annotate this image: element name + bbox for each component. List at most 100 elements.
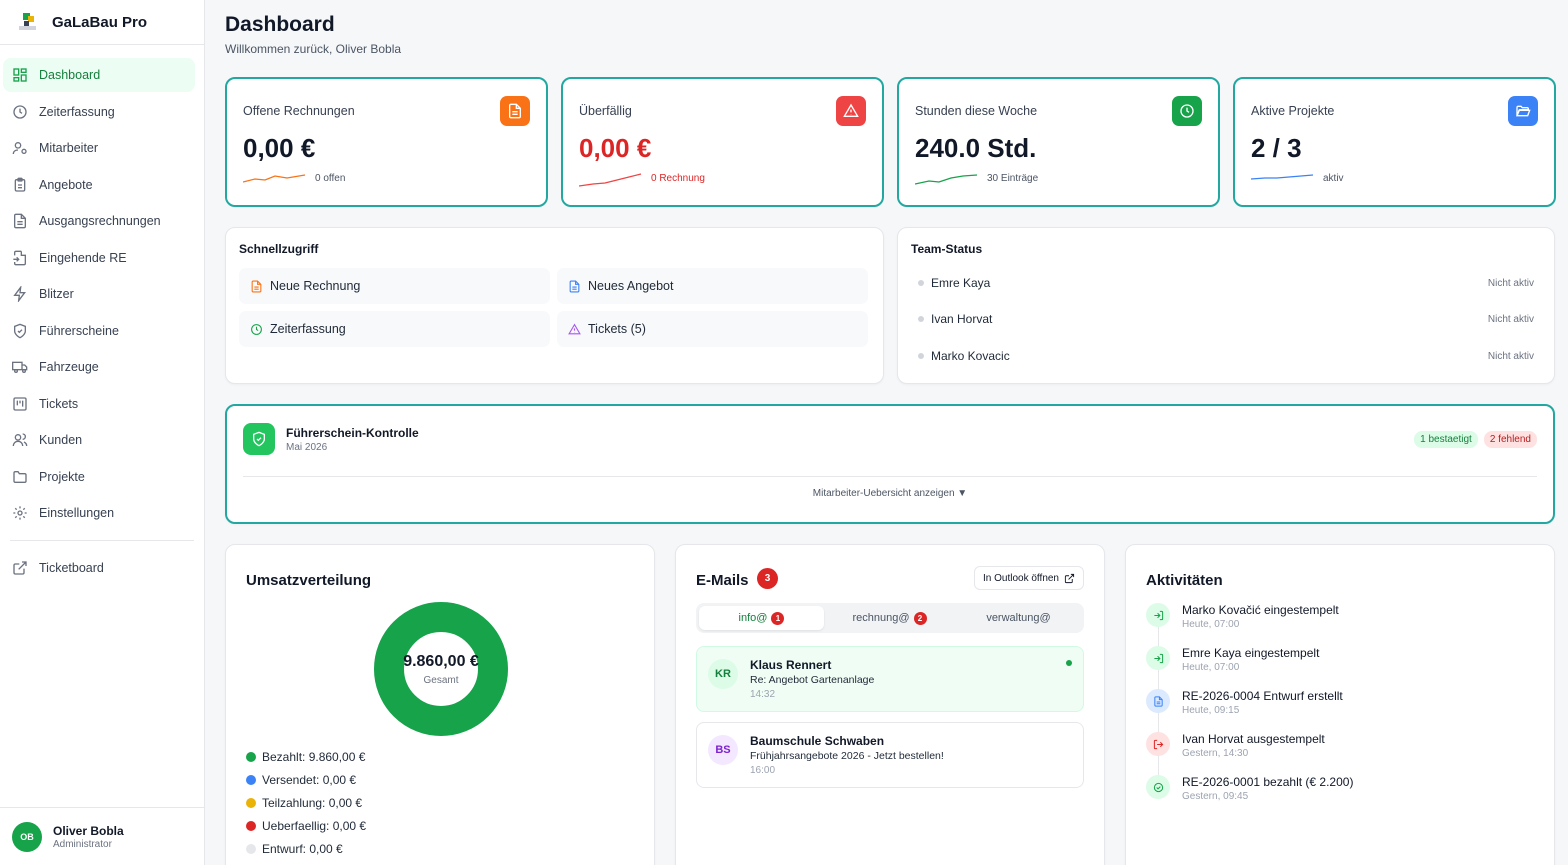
sidebar-item-fuehrerscheine[interactable]: Führerscheine (3, 314, 195, 348)
settings-icon (13, 506, 27, 520)
clipboard-icon (14, 177, 26, 192)
log-out-icon (1146, 732, 1170, 756)
stat-note: 30 Einträge (987, 173, 1039, 184)
sidebar-item-zeiterfassung[interactable]: Zeiterfassung (3, 95, 195, 129)
team-status-card: Team-Status Emre Kaya Nicht aktiv Ivan H… (897, 227, 1555, 384)
clock-icon (251, 323, 262, 335)
sidebar-item-label: Eingehende RE (39, 250, 127, 265)
activity-text: Ivan Horvat ausgestempelt (1182, 732, 1325, 746)
license-period: Mai 2026 (286, 442, 328, 453)
tab-info[interactable]: info@ 1 (699, 606, 824, 630)
card-title: Team-Status (911, 242, 983, 256)
activity-item: RE-2026-0001 bezahlt (€ 2.200) Gestern, 0… (1146, 775, 1353, 802)
user-profile[interactable]: OB Oliver Bobla Administrator (0, 807, 204, 865)
stat-value: 0,00 € (579, 133, 652, 163)
license-badges: 1 bestaetigt 2 fehlend (1414, 431, 1537, 448)
sidebar-item-label: Blitzer (39, 287, 74, 301)
sidebar-item-mitarbeiter[interactable]: Mitarbeiter (3, 131, 195, 165)
revenue-donut-chart[interactable] (371, 599, 511, 739)
sidebar-item-fahrzeuge[interactable]: Fahrzeuge (3, 350, 195, 384)
revenue-card: Umsatzverteilung 9.860,00 € Gesamt Bezah… (225, 544, 655, 865)
legend-label: Entwurf: 0,00 € (262, 842, 343, 856)
stat-label: Aktive Projekte (1251, 104, 1335, 118)
stat-card-stunden[interactable]: Stunden diese Woche 240.0 Std. 30 Einträ… (897, 77, 1220, 207)
card-title: Aktivitäten (1146, 572, 1223, 589)
stat-value: 240.0 Std. (915, 133, 1037, 163)
nav-divider (10, 540, 194, 541)
stat-value: 2 / 3 (1251, 133, 1302, 163)
file-text-icon (1146, 689, 1170, 713)
stat-label: Offene Rechnungen (243, 104, 355, 118)
main-nav: Dashboard Zeiterfassung Mitarbeiter Ange… (0, 45, 204, 585)
file-icon (569, 280, 580, 292)
stat-card-aktive-projekte[interactable]: Aktive Projekte 2 / 3 aktiv (1233, 77, 1556, 207)
avatar: OB (12, 821, 42, 852)
mailbox-tabs: info@ 1 rechnung@ 2 verwaltung@ (696, 603, 1084, 633)
activity-text: Marko Kovačić eingestempelt (1182, 603, 1339, 617)
member-status: Nicht aktiv (1487, 350, 1534, 362)
user-role: Administrator (53, 838, 112, 850)
email-item[interactable]: KR Klaus Rennert Re: Angebot Gartenanlag… (696, 646, 1084, 712)
email-item[interactable]: BS Baumschule Schwaben Frühjahrsangebote… (696, 722, 1084, 788)
kanban-icon (13, 396, 27, 411)
sidebar-item-angebote[interactable]: Angebote (3, 168, 195, 202)
activity-time: Gestern, 14:30 (1182, 748, 1249, 759)
legend-item: Versendet: 0,00 € (246, 773, 356, 787)
legend-swatch (246, 844, 256, 854)
card-title: Schnellzugriff (239, 242, 319, 256)
license-check-card: Führerschein-Kontrolle Mai 2026 1 bestae… (225, 404, 1555, 524)
tickets-button[interactable]: Tickets (5) (557, 311, 868, 347)
stat-card-ueberfaellig[interactable]: Überfällig 0,00 € 0 Rechnung (561, 77, 884, 207)
sidebar-item-ticketboard[interactable]: Ticketboard (3, 551, 195, 585)
email-time: 14:32 (750, 689, 776, 700)
divider (243, 476, 1537, 477)
activity-time: Heute, 07:00 (1182, 619, 1240, 630)
neues-angebot-button[interactable]: Neues Angebot (557, 268, 868, 304)
sidebar-item-label: Projekte (39, 469, 85, 484)
zeiterfassung-button[interactable]: Zeiterfassung (239, 311, 550, 347)
tab-label: verwaltung@ (986, 612, 1051, 624)
sidebar-item-label: Kunden (39, 433, 83, 447)
employee-overview-toggle[interactable]: Mitarbeiter-Uebersicht anzeigen ▼ (812, 488, 968, 499)
legend-item: Bezahlt: 9.860,00 € (246, 750, 365, 764)
status-dot (918, 353, 924, 359)
sidebar-item-label: Ausgangsrechnungen (39, 214, 161, 228)
member-status: Nicht aktiv (1487, 313, 1534, 325)
tab-verwaltung[interactable]: verwaltung@ (956, 606, 1081, 630)
sidebar-item-blitzer[interactable]: Blitzer (3, 277, 195, 311)
sidebar-item-dashboard[interactable]: Dashboard (3, 58, 195, 92)
button-label: Neue Rechnung (270, 279, 361, 293)
file-text-icon (14, 213, 26, 229)
legend-swatch (246, 798, 256, 808)
sidebar-item-eingehende-re[interactable]: Eingehende RE (3, 241, 195, 275)
tab-count: 2 (913, 611, 927, 625)
button-label: In Outlook öffnen (983, 572, 1059, 584)
sidebar-item-einstellungen[interactable]: Einstellungen (3, 496, 195, 530)
license-title: Führerschein-Kontrolle (286, 426, 419, 440)
folder-icon (13, 470, 27, 483)
activities-card: Aktivitäten Marko Kovačić eingestempelt H… (1125, 544, 1555, 865)
sidebar-item-label: Angebote (39, 177, 93, 192)
activity-time: Gestern, 09:45 (1182, 791, 1249, 802)
sidebar-item-label: Mitarbeiter (39, 141, 99, 155)
tab-rechnung[interactable]: rechnung@ 2 (827, 606, 952, 630)
neue-rechnung-button[interactable]: Neue Rechnung (239, 268, 550, 304)
zap-icon (13, 286, 26, 302)
open-outlook-button[interactable]: In Outlook öffnen (974, 566, 1084, 590)
sidebar-item-kunden[interactable]: Kunden (3, 423, 195, 457)
sidebar-item-projekte[interactable]: Projekte (3, 460, 195, 494)
sender-avatar: KR (708, 659, 738, 689)
sidebar-item-label: Fahrzeuge (39, 360, 99, 374)
activity-time: Heute, 07:00 (1182, 662, 1240, 673)
activity-item: Emre Kaya eingestempelt Heute, 07:00 (1146, 646, 1319, 673)
stat-card-offene-rechnungen[interactable]: Offene Rechnungen 0,00 € 0 offen (225, 77, 548, 207)
sparkline (915, 174, 978, 185)
file-input-icon (13, 250, 26, 265)
sidebar-item-tickets[interactable]: Tickets (3, 387, 195, 421)
sidebar-item-ausgangsrechnungen[interactable]: Ausgangsrechnungen (3, 204, 195, 238)
donut-slice-bezahlt[interactable] (374, 602, 508, 736)
stat-label: Stunden diese Woche (915, 104, 1038, 118)
stat-note: aktiv (1323, 173, 1344, 184)
shield-check-icon (243, 423, 275, 455)
brand[interactable]: GaLaBau Pro (0, 0, 204, 45)
